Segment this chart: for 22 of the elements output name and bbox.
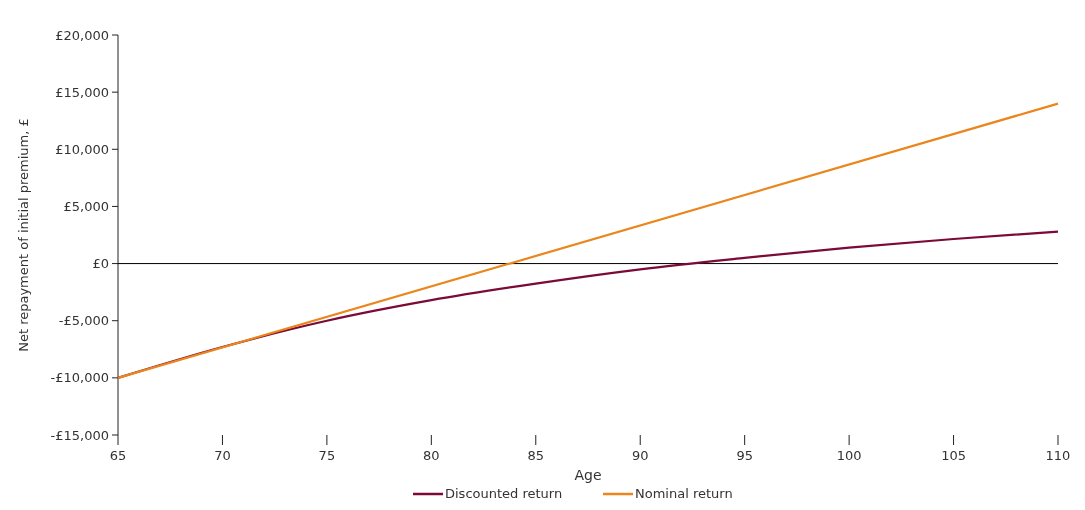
y-tick-label: -£5,000 xyxy=(58,313,109,329)
y-tick-label: -£15,000 xyxy=(50,427,109,443)
x-tick-label: 105 xyxy=(941,448,966,463)
x-tick-label: 110 xyxy=(1045,448,1071,463)
x-tick-label: 80 xyxy=(423,448,440,463)
y-tick-label: £10,000 xyxy=(55,141,109,157)
y-axis-title: Net repayment of initial premium, £ xyxy=(16,118,31,352)
x-axis-title: Age xyxy=(574,467,602,483)
x-tick-label: 100 xyxy=(836,448,862,463)
y-tick-label: -£10,000 xyxy=(50,370,109,386)
x-tick-label: 90 xyxy=(631,448,649,463)
x-tick-label: 65 xyxy=(109,448,127,463)
y-tick-label: £0 xyxy=(92,256,109,272)
x-tick-label: 85 xyxy=(527,448,545,463)
legend-label: Nominal return xyxy=(635,486,733,501)
y-tick-label: £5,000 xyxy=(63,198,109,214)
x-tick-label: 95 xyxy=(736,448,753,463)
legend-label: Discounted return xyxy=(445,486,563,501)
x-tick-label: 70 xyxy=(214,448,231,463)
x-tick-label: 75 xyxy=(318,448,336,463)
y-tick-label: £15,000 xyxy=(55,84,109,100)
y-tick-label: £20,000 xyxy=(55,27,109,43)
